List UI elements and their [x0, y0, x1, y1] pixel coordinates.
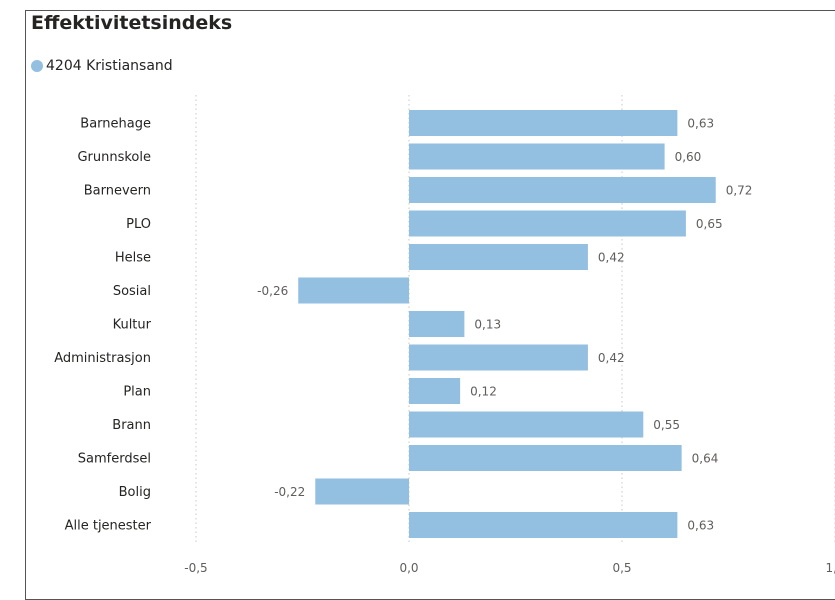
data-label: 0,64 [692, 452, 719, 466]
data-label: 0,42 [598, 351, 625, 365]
category-label: Grunnskole [77, 150, 151, 165]
category-label: Alle tjenester [65, 519, 152, 534]
bar[interactable] [409, 344, 588, 371]
category-label: Samferdsel [78, 452, 151, 467]
data-label: 0,55 [653, 418, 680, 432]
bar[interactable] [409, 244, 588, 270]
bar[interactable] [409, 378, 461, 404]
legend[interactable]: 4204 Kristiansand [31, 58, 173, 74]
data-label: 0,60 [675, 150, 702, 164]
bar[interactable] [409, 110, 678, 136]
data-label: 0,63 [687, 519, 714, 533]
bar[interactable] [315, 478, 409, 505]
data-label: 0,13 [474, 318, 501, 332]
category-label: Sosial [113, 284, 151, 299]
data-label: 0,42 [598, 251, 625, 265]
x-tick-label: 1,0 [825, 561, 835, 575]
bar[interactable] [409, 210, 686, 237]
category-label: Barnevern [84, 184, 151, 199]
data-label: 0,72 [726, 184, 753, 198]
x-tick-label: 0,5 [612, 561, 631, 575]
data-label: -0,22 [274, 485, 305, 499]
category-label: Bolig [119, 485, 151, 500]
bar[interactable] [409, 311, 465, 337]
bar[interactable] [409, 445, 682, 471]
category-label: Kultur [113, 318, 152, 333]
category-label: Plan [123, 385, 151, 400]
bar[interactable] [409, 512, 678, 538]
data-label: -0,26 [257, 284, 288, 298]
category-label: Brann [112, 418, 151, 433]
data-label: 0,65 [696, 217, 723, 231]
legend-marker [31, 60, 43, 72]
x-tick-label: 0,0 [399, 561, 418, 575]
legend-label: 4204 Kristiansand [46, 58, 173, 74]
category-label: PLO [126, 217, 151, 232]
bar[interactable] [298, 277, 409, 304]
bar-chart: -0,5 0,0 0,5 1,0 Barnehage 0,63 Grunnskole 0,60… [54, 95, 835, 575]
data-label: 0,12 [470, 385, 497, 399]
category-label: Barnehage [80, 117, 151, 132]
x-tick-label: -0,5 [184, 561, 207, 575]
bar[interactable] [409, 411, 644, 438]
category-label: Administrasjon [54, 351, 151, 366]
chart-title: Effektivitetsindeks [31, 12, 233, 34]
category-label: Helse [115, 251, 151, 266]
data-label: 0,63 [687, 117, 714, 131]
bar[interactable] [409, 177, 716, 203]
bar[interactable] [409, 143, 665, 170]
